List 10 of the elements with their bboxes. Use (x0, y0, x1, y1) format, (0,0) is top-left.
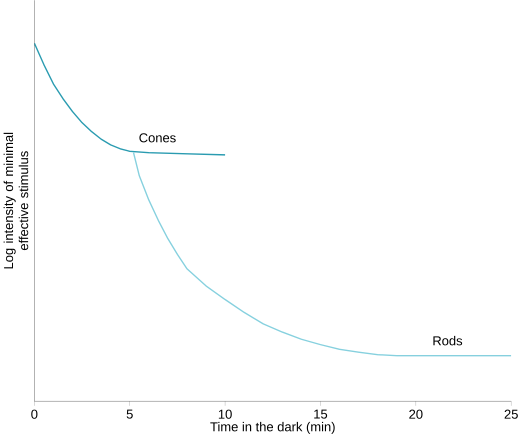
x-tick-label: 15 (314, 410, 328, 419)
x-tick-label: 25 (504, 410, 518, 420)
x-tick-label: 0 (31, 410, 38, 420)
series-label: Cones (139, 133, 176, 143)
x-axis-title: Time in the dark (min) (210, 422, 335, 434)
y-axis-title: Log intensity of minimal effective stimulus (4, 133, 28, 269)
x-tick-label: 20 (409, 410, 423, 420)
x-tick-label: 10 (218, 410, 232, 420)
x-tick-label: 5 (126, 410, 133, 419)
series-label: Rods (433, 336, 462, 346)
